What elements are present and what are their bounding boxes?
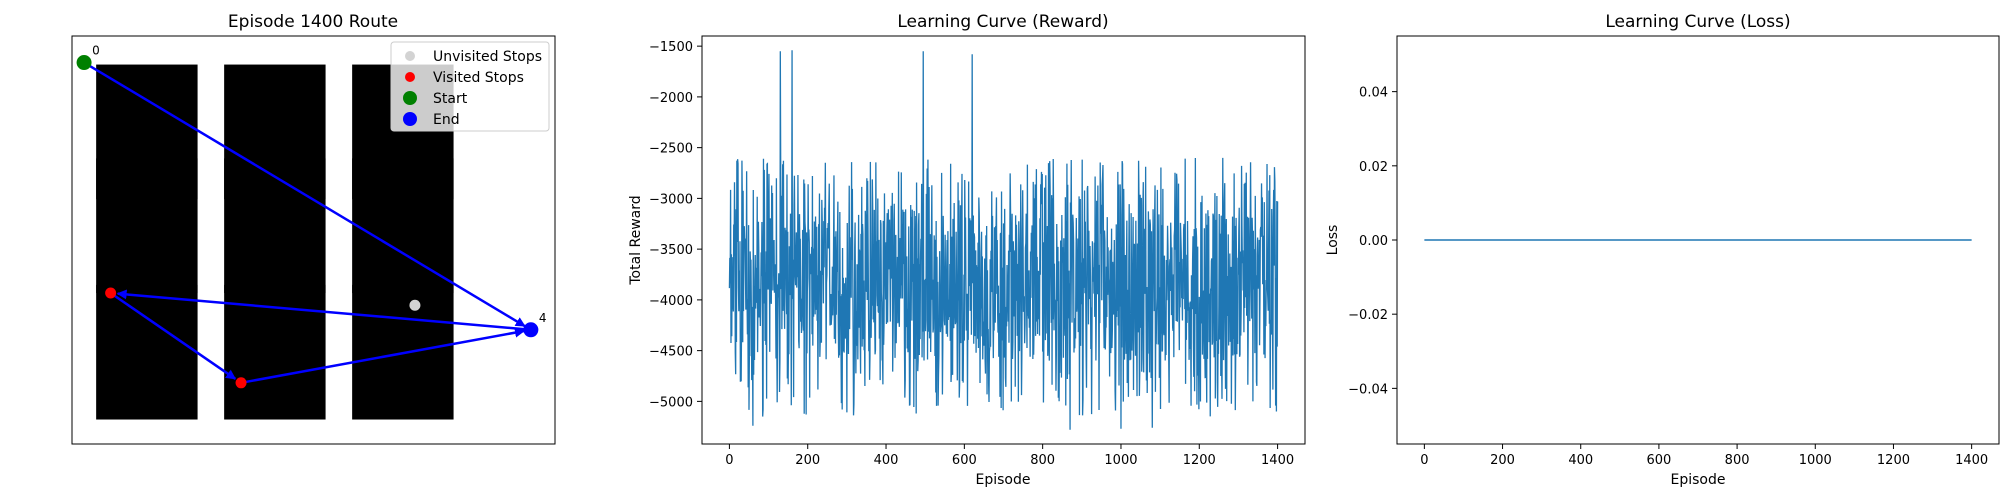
reward-xtick-label-1000: 1000: [1104, 453, 1137, 468]
loss-ytick-label-3: 0.02: [1359, 160, 1388, 175]
stop-label-0: 0: [92, 44, 100, 58]
loss-ytick-label-1: −0.02: [1348, 308, 1388, 323]
stop-label-4: 4: [539, 311, 547, 325]
reward-xtick-label-0: 0: [725, 453, 733, 468]
loss-xtick-label-1200: 1200: [1877, 453, 1910, 468]
reward-axes-frame: [701, 35, 1306, 445]
obstacle-layer: [96, 64, 454, 420]
reward-series-line: [728, 50, 1279, 430]
legend-label-end: End: [433, 112, 460, 128]
stop-marker-0: [76, 55, 92, 71]
stop-marker-1: [105, 287, 117, 299]
route-legend: Unvisited Stops Visited Stops Start End: [390, 41, 550, 132]
stops-layer: 0 1 2 3 4: [76, 44, 547, 389]
reward-ytick-label-0: −5000: [649, 395, 693, 410]
reward-xtick-label-400: 400: [874, 453, 899, 468]
loss-ytick-label-0: −0.04: [1348, 382, 1388, 397]
stop-marker-3: [409, 299, 421, 311]
legend-marker-end: [403, 112, 417, 126]
reward-ytick-label-7: −1500: [649, 40, 693, 55]
reward-title: Learning Curve (Reward): [897, 12, 1108, 32]
loss-xtick-label-1400: 1400: [1955, 453, 1988, 468]
loss-xtick-label-400: 400: [1568, 453, 1593, 468]
stop-label-3: 3: [423, 286, 431, 300]
legend-marker-start: [403, 91, 417, 105]
reward-xtick-label-600: 600: [952, 453, 977, 468]
route-segment-3: [109, 292, 237, 380]
loss-ylabel: Loss: [1325, 225, 1341, 256]
reward-ytick-label-2: −4000: [649, 294, 693, 309]
reward-xtick-label-1200: 1200: [1183, 453, 1216, 468]
reward-series-layer: [728, 50, 1279, 430]
legend-label-unvisited: Unvisited Stops: [433, 49, 542, 65]
route-panel: Episode 1400 Route 0 1 2 3 4 Unvisited Stops…: [71, 12, 556, 445]
route-axes-frame: [71, 35, 556, 445]
reward-ticks-layer: 0 200 400 600 800 1000 1200 1400 −5000 −4500 −4000…: [649, 40, 1294, 468]
loss-panel: Learning Curve (Loss) 0 200 400 600 800 1000 1…: [1325, 12, 2000, 488]
loss-xtick-label-1000: 1000: [1799, 453, 1832, 468]
loss-xlabel: Episode: [1671, 472, 1726, 488]
route-segment-1: [83, 61, 526, 328]
obstacle-block-4: [96, 158, 198, 294]
reward-ytick-label-4: −3000: [649, 192, 693, 207]
obstacle-block-6: [352, 158, 454, 294]
loss-ytick-label-2: 0.00: [1359, 234, 1388, 249]
reward-ytick-label-6: −2000: [649, 91, 693, 106]
reward-xtick-label-1400: 1400: [1261, 453, 1294, 468]
obstacle-block-7: [96, 284, 198, 420]
loss-ticks-layer: 0 200 400 600 800 1000 1200 1400 −0.04 −0.02 0.00 0…: [1348, 86, 1988, 468]
stop-marker-2: [235, 377, 247, 389]
reward-xlabel: Episode: [976, 472, 1031, 488]
loss-ytick-label-4: 0.04: [1359, 86, 1388, 101]
loss-axes-frame: [1396, 35, 2000, 445]
loss-xtick-label-800: 800: [1725, 453, 1750, 468]
reward-xtick-label-200: 200: [795, 453, 820, 468]
loss-xtick-label-0: 0: [1420, 453, 1428, 468]
route-segment-4: [240, 327, 525, 385]
obstacle-block-5: [224, 158, 326, 294]
legend-box: [390, 41, 550, 132]
reward-ylabel: Total Reward: [628, 195, 644, 285]
reward-panel: Learning Curve (Reward) 0 200 400 600 800 100…: [628, 12, 1306, 488]
reward-xtick-label-800: 800: [1030, 453, 1055, 468]
loss-xtick-label-200: 200: [1490, 453, 1515, 468]
legend-marker-unvisited: [405, 51, 415, 61]
route-path-layer: [83, 61, 531, 385]
stop-label-2: 2: [249, 364, 257, 378]
legend-marker-visited: [405, 72, 415, 82]
legend-label-start: Start: [433, 91, 468, 107]
legend-label-visited: Visited Stops: [433, 70, 524, 86]
stop-marker-4: [523, 322, 539, 338]
loss-xtick-label-600: 600: [1646, 453, 1671, 468]
reward-ytick-label-5: −2500: [649, 142, 693, 157]
route-title: Episode 1400 Route: [228, 12, 398, 32]
loss-title: Learning Curve (Loss): [1605, 12, 1790, 32]
route-segment-2: [116, 289, 531, 332]
stop-label-1: 1: [119, 274, 127, 288]
reward-ytick-label-3: −3500: [649, 243, 693, 258]
reward-ytick-label-1: −4500: [649, 345, 693, 360]
